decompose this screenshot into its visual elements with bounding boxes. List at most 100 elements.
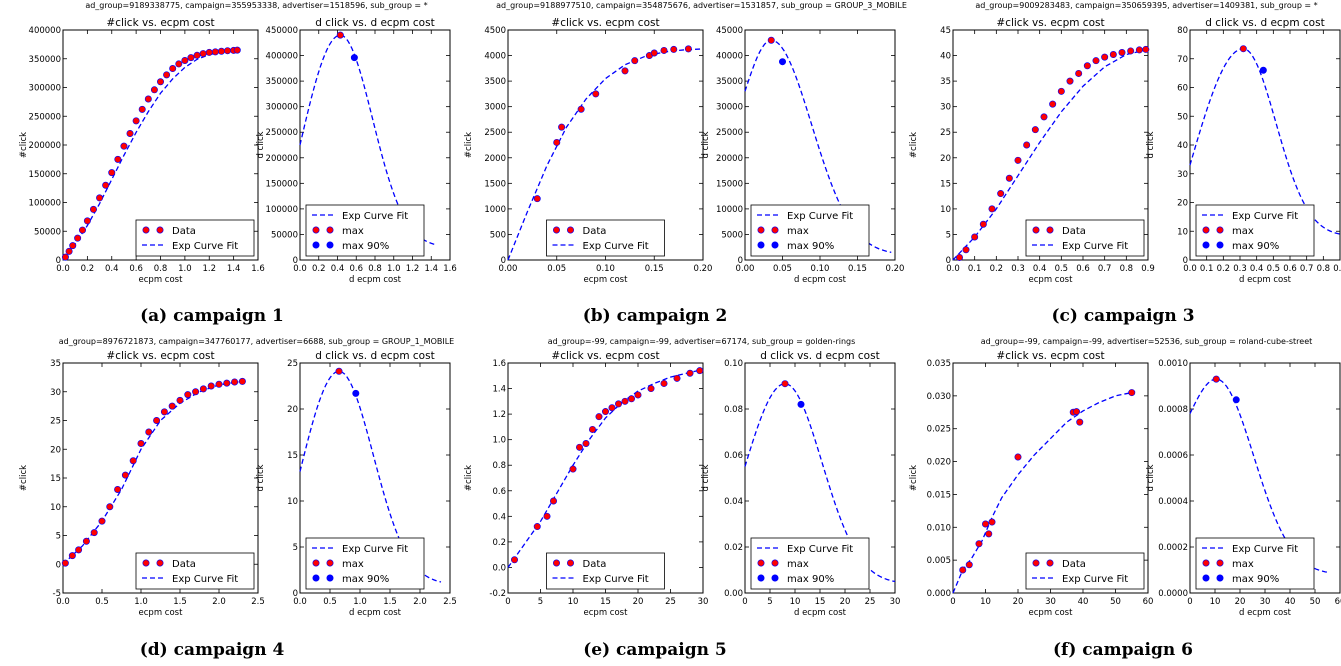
- left-data-point: [1023, 141, 1031, 149]
- left-xtick-label: 0.1: [968, 264, 982, 274]
- right-ytick-label: 0.10: [724, 359, 743, 369]
- legend-entry: Exp Curve Fit: [172, 241, 238, 252]
- right-xtick-label: 0.4: [1250, 264, 1264, 274]
- left-title: #click vs. ecpm cost: [551, 17, 659, 29]
- left-data-point: [175, 60, 183, 68]
- left-data-point: [1128, 389, 1136, 397]
- left-ytick-label: 0.030: [927, 392, 951, 402]
- panel-suptitle: ad_group=9189338775, campaign=355953338,…: [85, 1, 427, 10]
- caption-b-letter: (b): [582, 306, 611, 326]
- left-xtick-label: 0.15: [645, 264, 664, 274]
- left-xtick-label: 40: [1078, 597, 1089, 607]
- left-xtick-label: 0.6: [1076, 264, 1090, 274]
- legend-box: [305, 204, 425, 257]
- left-xtick-label: 0.8: [1120, 264, 1134, 274]
- left-data-point: [959, 566, 967, 574]
- right-ytick-label: 0.0010: [1158, 359, 1188, 369]
- caption-e: (e) campaign 5: [505, 640, 805, 660]
- left-data-point: [558, 123, 566, 131]
- left-title: #click vs. ecpm cost: [996, 350, 1104, 362]
- left-ytick-label: 0.005: [927, 556, 951, 566]
- legend-entry: max 90%: [787, 574, 834, 585]
- left-xtick-label: 60: [1143, 597, 1154, 607]
- left-ylabel: #click: [909, 465, 919, 491]
- right-ytick-label: 450000: [266, 26, 298, 36]
- left-data-point: [621, 67, 629, 75]
- legend-marker-swatch: [312, 226, 320, 234]
- left-ytick-label: 0: [946, 256, 951, 266]
- left-data-point: [1109, 51, 1117, 59]
- right-title: d click vs. d ecpm cost: [315, 17, 434, 29]
- legend-entry: Exp Curve Fit: [1062, 241, 1128, 252]
- left-xlabel: ecpm cost: [1029, 275, 1074, 285]
- left-ytick-label: 0: [56, 560, 61, 570]
- legend-marker-swatch: [326, 226, 334, 234]
- left-data-point: [238, 377, 246, 385]
- left-xtick-label: 1.0: [178, 264, 192, 274]
- right-xtick-label: 0.6: [1283, 264, 1297, 274]
- right-ytick-label: 60: [1177, 84, 1188, 94]
- left-data-point: [608, 404, 616, 412]
- subfigure-4: ad_group=8976721873, campaign=347760177,…: [19, 337, 457, 618]
- left-xlabel: ecpm cost: [584, 608, 629, 618]
- caption-e-letter: (e): [583, 640, 611, 660]
- left-data-point: [533, 195, 541, 203]
- legend-marker-swatch: [312, 574, 320, 582]
- left-data-point: [577, 105, 585, 113]
- left-xtick-label: 0.4: [1033, 264, 1047, 274]
- legend-marker-swatch: [1032, 559, 1040, 567]
- right-fit-curve: [1189, 48, 1341, 235]
- left-xtick-label: 1.2: [202, 264, 216, 274]
- right-ytick-label: 20: [287, 405, 298, 415]
- left-xtick-label: 1.0: [134, 597, 148, 607]
- left-data-point: [114, 485, 122, 493]
- subfigure-6: ad_group=-99, campaign=-99, advertiser=5…: [909, 337, 1341, 618]
- left-xtick-label: 0.0: [946, 264, 960, 274]
- left-ytick-label: 30: [940, 103, 951, 113]
- left-data-point: [114, 155, 122, 163]
- left-data-point: [96, 194, 104, 202]
- left-data-point: [83, 217, 91, 225]
- legend-marker-swatch: [1046, 226, 1054, 234]
- left-ytick-label: 35: [940, 77, 951, 87]
- left-data-point: [163, 71, 171, 79]
- left-data-point: [997, 190, 1005, 198]
- left-data-point: [192, 388, 200, 396]
- legend-marker-swatch: [552, 226, 560, 234]
- left-data-point: [61, 253, 69, 261]
- right-ytick-label: 5: [293, 543, 298, 553]
- legend-box: [1195, 537, 1315, 590]
- legend-entry: Exp Curve Fit: [172, 574, 238, 585]
- right-ytick-label: 15000: [716, 179, 743, 189]
- left-data-point: [595, 413, 603, 421]
- left-data-point: [69, 242, 77, 250]
- right-xtick-label: 2.0: [413, 597, 427, 607]
- left-fit-curve: [507, 368, 704, 568]
- panel-suptitle: ad_group=-99, campaign=-99, advertiser=5…: [981, 337, 1313, 346]
- legend-marker-swatch: [1216, 226, 1224, 234]
- left-xtick-label: 0.8: [154, 264, 168, 274]
- right-xtick-label: 15: [815, 597, 826, 607]
- left-fit-curve: [952, 391, 1132, 594]
- left-data-point: [673, 374, 681, 382]
- right-xtick-label: 0.4: [331, 264, 345, 274]
- left-ytick-label: 200000: [29, 141, 61, 151]
- legend-marker-swatch: [566, 226, 574, 234]
- right-ylabel: d click: [701, 464, 711, 491]
- right-fit-curve: [299, 370, 442, 583]
- right-xtick-label: 0.9: [1333, 264, 1341, 274]
- right-xlabel: d ecpm cost: [1239, 608, 1292, 618]
- left-data-point: [1092, 57, 1100, 65]
- left-xtick-label: 0.6: [129, 264, 143, 274]
- left-xtick-label: 0.00: [499, 264, 518, 274]
- left-data-point: [979, 220, 987, 228]
- right-xlabel: d ecpm cost: [794, 608, 847, 618]
- legend-marker-swatch: [326, 574, 334, 582]
- legend-box: [546, 552, 665, 590]
- legend-entry: Exp Curve Fit: [583, 241, 649, 252]
- panel-suptitle: ad_group=9188977510, campaign=354875676,…: [496, 1, 907, 10]
- panel-suptitle: ad_group=-99, campaign=-99, advertiser=6…: [548, 337, 856, 346]
- left-axes: 0.0 0.2 0.4 0.6 0.8 1.0 1.2 1.4 1.6 0 50000 100000 1…: [19, 17, 265, 285]
- right-xtick-label: 0.0: [293, 597, 307, 607]
- legend-marker-swatch: [1202, 241, 1210, 249]
